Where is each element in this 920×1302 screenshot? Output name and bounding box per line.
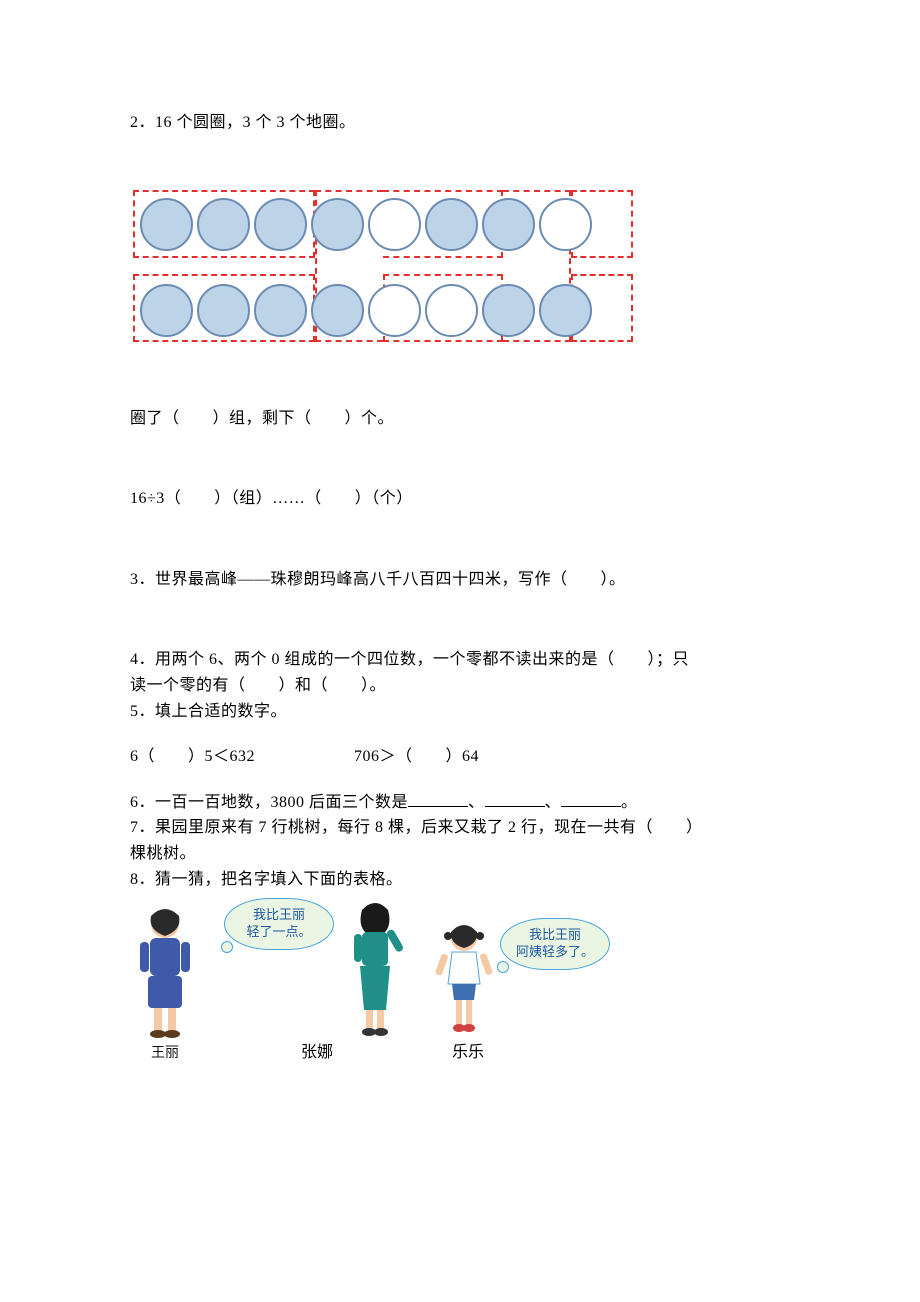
q5-title: 5．填上合适的数字。 bbox=[130, 699, 790, 725]
spacer bbox=[130, 592, 790, 647]
q6-d: 。 bbox=[621, 794, 638, 811]
q8-text: 8．猜一猜，把名字填入下面的表格。 bbox=[130, 867, 790, 893]
circle bbox=[539, 198, 592, 251]
circle bbox=[482, 198, 535, 251]
circle bbox=[197, 198, 250, 251]
circle-row-top bbox=[140, 198, 592, 251]
circle bbox=[254, 198, 307, 251]
q6-text: 6．一百一百地数，3800 后面三个数是 、 、 。 bbox=[130, 790, 790, 816]
circle bbox=[311, 284, 364, 337]
spacer bbox=[130, 136, 790, 176]
q4-text-a: 4．用两个 6、两个 0 组成的一个四位数，一个零都不读出来的是（ ）；只 bbox=[130, 647, 790, 673]
person-lele-group: 我比王丽 阿姨轻多了。 乐乐 bbox=[434, 918, 610, 1062]
circle bbox=[425, 284, 478, 337]
blank-underline bbox=[408, 791, 468, 807]
q2-line2: 16÷3（ ）（组）……（ ）（个） bbox=[130, 486, 790, 512]
q2-circles-diagram bbox=[130, 186, 630, 356]
person-label: 乐乐 bbox=[452, 1038, 484, 1062]
blank-underline bbox=[561, 791, 621, 807]
circle bbox=[368, 198, 421, 251]
q5-line: 6（ ）5＜632 706＞（ ）64 bbox=[130, 744, 790, 770]
q6-a: 6．一百一百地数，3800 后面三个数是 bbox=[130, 794, 408, 811]
person-label: 张娜 bbox=[301, 1038, 333, 1062]
q3-text: 3．世界最高峰——珠穆朗玛峰高八千八百四十四米，写作（ ）。 bbox=[130, 567, 790, 593]
blank-underline bbox=[485, 791, 545, 807]
woman-icon bbox=[340, 898, 410, 1038]
speech-bubble-1: 我比王丽 轻了一点。 bbox=[224, 898, 334, 950]
circle bbox=[368, 284, 421, 337]
person-wangli: 王丽 bbox=[130, 902, 200, 1062]
girl-icon bbox=[434, 918, 494, 1038]
circle bbox=[197, 284, 250, 337]
spacer bbox=[130, 770, 790, 790]
spacer bbox=[130, 366, 790, 406]
person-label: 王丽 bbox=[151, 1042, 179, 1062]
q4-text-b: 读一个零的有（ ）和（ ）。 bbox=[130, 673, 790, 699]
spacer bbox=[130, 431, 790, 486]
circle bbox=[140, 198, 193, 251]
speech-bubble-2: 我比王丽 阿姨轻多了。 bbox=[500, 918, 610, 970]
circle bbox=[311, 198, 364, 251]
q7-text-a: 7．果园里原来有 7 行桃树，每行 8 棵，后来又栽了 2 行，现在一共有（ ） bbox=[130, 815, 790, 841]
spacer bbox=[130, 724, 790, 744]
circle bbox=[425, 198, 478, 251]
circle bbox=[482, 284, 535, 337]
woman-icon bbox=[130, 902, 200, 1042]
person-zhangna-group: 我比王丽 轻了一点。 张娜 bbox=[224, 898, 410, 1062]
people-illustration: 王丽 我比王丽 轻了一点。 张娜 bbox=[130, 898, 790, 1062]
circle-row-bottom bbox=[140, 284, 592, 337]
circle bbox=[539, 284, 592, 337]
q6-c: 、 bbox=[545, 794, 562, 811]
q6-b: 、 bbox=[468, 794, 485, 811]
circle bbox=[140, 284, 193, 337]
q2-line1: 圈了（ ）组，剩下（ ）个。 bbox=[130, 406, 790, 432]
spacer bbox=[130, 512, 790, 567]
worksheet-page: 2．16 个圆圈，3 个 3 个地圈。 bbox=[0, 0, 920, 1122]
circle bbox=[254, 284, 307, 337]
q7-text-b: 棵桃树。 bbox=[130, 841, 790, 867]
q2-title: 2．16 个圆圈，3 个 3 个地圈。 bbox=[130, 110, 790, 136]
